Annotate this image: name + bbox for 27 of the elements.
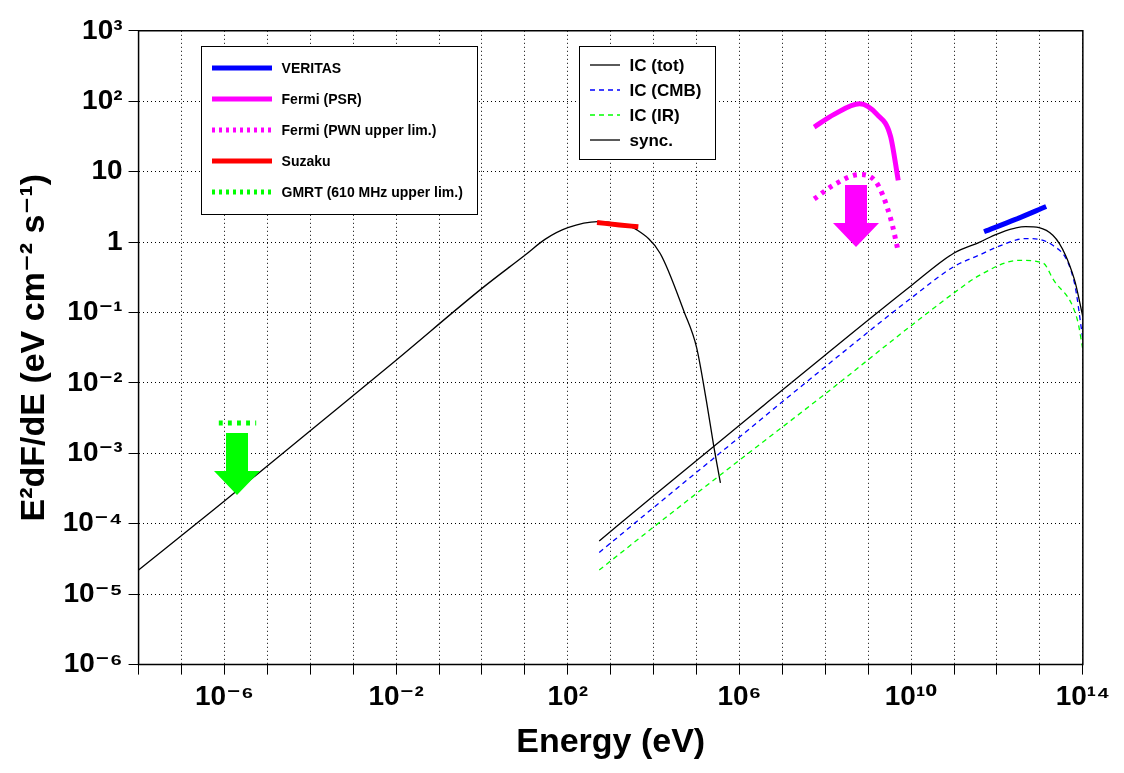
x-tick-label: 10¹⁴ <box>1055 680 1110 712</box>
x-tick-label: 10² <box>547 680 589 712</box>
x-tick-label: 10⁶ <box>717 680 762 712</box>
legend-label: Suzaku <box>281 153 331 170</box>
y-tick-label: 10⁻³ <box>67 436 123 468</box>
legend-label: sync. <box>629 130 674 150</box>
y-tick-label: 1 <box>107 224 123 256</box>
y-tick-label: 10 <box>91 154 123 186</box>
legend-label: VERITAS <box>281 60 342 77</box>
legend-label: IC (IR) <box>629 105 680 125</box>
legend-label: Fermi (PSR) <box>281 91 362 108</box>
x-axis-title: Energy (eV) <box>516 720 706 759</box>
y-tick-label: 10³ <box>82 13 123 45</box>
legend-label: IC (CMB) <box>629 80 702 100</box>
x-tick-label: 10¹⁰ <box>884 680 938 712</box>
x-tick-label: 10⁻² <box>368 680 424 712</box>
y-tick-label: 10⁻⁵ <box>63 576 123 608</box>
legend-label: IC (tot) <box>629 55 685 75</box>
y-tick-label: 10² <box>82 83 123 115</box>
y-tick-label: 10⁻⁴ <box>62 506 123 538</box>
legend-label: GMRT (610 MHz upper lim.) <box>281 184 463 201</box>
x-tick-label: 10⁻⁶ <box>195 680 254 712</box>
legend-label: Fermi (PWN upper lim.) <box>281 122 437 139</box>
y-tick-label: 10⁻² <box>67 365 123 397</box>
y-tick-label: 10⁻¹ <box>67 295 123 327</box>
y-tick-label: 10⁻⁶ <box>63 647 123 679</box>
y-axis-title: E²dF/dE (eV cm⁻² s⁻¹) <box>12 173 51 522</box>
